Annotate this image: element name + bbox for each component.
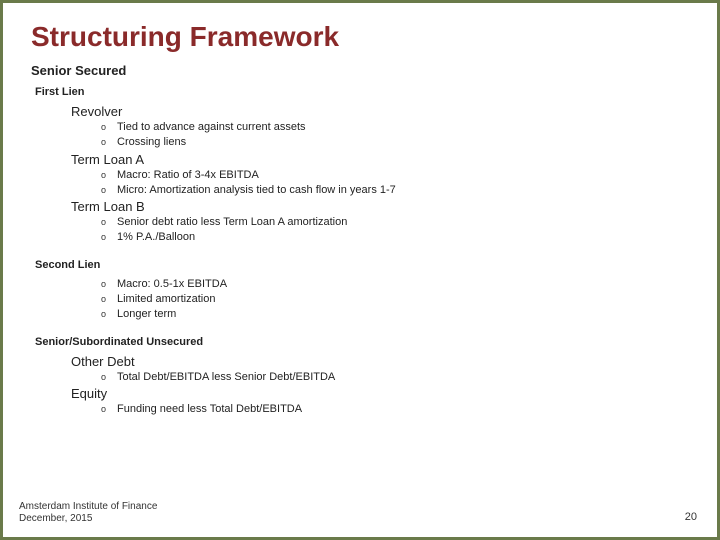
footer-org: Amsterdam Institute of Finance — [19, 501, 157, 513]
sub-bullet-icon: o — [101, 231, 117, 243]
sub-item-text: Funding need less Total Debt/EBITDA — [117, 402, 302, 417]
sub-list-item: oTied to advance against current assets — [101, 120, 689, 135]
sub-item-text: Macro: Ratio of 3-4x EBITDA — [117, 168, 259, 183]
sub-bullet-icon: o — [101, 371, 117, 383]
list-item: Other Debt — [57, 354, 689, 369]
section-subheading: First Lien — [35, 86, 689, 98]
sub-item-text: Senior debt ratio less Term Loan A amort… — [117, 215, 347, 230]
sub-item-text: Longer term — [117, 307, 176, 322]
item-label: Revolver — [71, 104, 122, 119]
sub-bullet-icon: o — [101, 121, 117, 133]
sub-bullet-icon: o — [101, 403, 117, 415]
sub-list-item: oMacro: Ratio of 3-4x EBITDA — [101, 168, 689, 183]
slide: Structuring Framework Senior Secured Firs… — [0, 0, 720, 540]
sub-item-text: Crossing liens — [117, 135, 186, 150]
sub-list-item: oFunding need less Total Debt/EBITDA — [101, 402, 689, 417]
sub-item-text: Total Debt/EBITDA less Senior Debt/EBITD… — [117, 370, 335, 385]
sub-item-text: Macro: 0.5-1x EBITDA — [117, 277, 227, 292]
sub-bullet-icon: o — [101, 184, 117, 196]
footer-date: December, 2015 — [19, 513, 157, 525]
section-subheading: Senior/Subordinated Unsecured — [35, 336, 689, 348]
sub-item-text: Micro: Amortization analysis tied to cas… — [117, 183, 396, 198]
items: oMacro: 0.5-1x EBITDAoLimited amortizati… — [57, 277, 689, 322]
items: Other DebtoTotal Debt/EBITDA less Senior… — [57, 354, 689, 418]
page-number: 20 — [685, 511, 697, 523]
sub-bullet-icon: o — [101, 216, 117, 228]
sub-list-item: oSenior debt ratio less Term Loan A amor… — [101, 215, 689, 230]
content-area: Senior SecuredFirst LienRevolveroTied to… — [31, 63, 689, 417]
sub-bullet-icon: o — [101, 308, 117, 320]
sub-bullet-icon: o — [101, 136, 117, 148]
sub-list-item: oTotal Debt/EBITDA less Senior Debt/EBIT… — [101, 370, 689, 385]
sub-items: oMacro: Ratio of 3-4x EBITDAoMicro: Amor… — [101, 168, 689, 198]
section-subheading: Second Lien — [35, 259, 689, 271]
sub-item-text: Limited amortization — [117, 292, 215, 307]
item-label: Equity — [71, 386, 107, 401]
footer-left: Amsterdam Institute of Finance December,… — [19, 501, 157, 525]
section-heading: Senior Secured — [31, 63, 689, 78]
list-item: Equity — [57, 386, 689, 401]
sub-item-text: Tied to advance against current assets — [117, 120, 306, 135]
sub-items: oMacro: 0.5-1x EBITDAoLimited amortizati… — [101, 277, 689, 322]
sub-list-item: oMicro: Amortization analysis tied to ca… — [101, 183, 689, 198]
sub-list-item: oMacro: 0.5-1x EBITDA — [101, 277, 689, 292]
slide-title: Structuring Framework — [31, 21, 689, 53]
section: Senior SecuredFirst LienRevolveroTied to… — [31, 63, 689, 245]
sub-items: oTotal Debt/EBITDA less Senior Debt/EBIT… — [101, 370, 689, 385]
items: RevolveroTied to advance against current… — [57, 104, 689, 245]
section: Senior/Subordinated UnsecuredOther Debto… — [31, 336, 689, 418]
list-item: Term Loan B — [57, 199, 689, 214]
sub-bullet-icon: o — [101, 293, 117, 305]
sub-list-item: oCrossing liens — [101, 135, 689, 150]
section: Second LienoMacro: 0.5-1x EBITDAoLimited… — [31, 259, 689, 322]
sub-list-item: oLimited amortization — [101, 292, 689, 307]
item-label: Other Debt — [71, 354, 135, 369]
item-label: Term Loan A — [71, 152, 144, 167]
list-item: Revolver — [57, 104, 689, 119]
sub-bullet-icon: o — [101, 278, 117, 290]
sub-items: oSenior debt ratio less Term Loan A amor… — [101, 215, 689, 245]
list-item: Term Loan A — [57, 152, 689, 167]
sub-items: oTied to advance against current assetso… — [101, 120, 689, 150]
sub-bullet-icon: o — [101, 169, 117, 181]
sub-list-item: oLonger term — [101, 307, 689, 322]
sub-list-item: o1% P.A./Balloon — [101, 230, 689, 245]
item-label: Term Loan B — [71, 199, 145, 214]
sub-items: oFunding need less Total Debt/EBITDA — [101, 402, 689, 417]
sub-item-text: 1% P.A./Balloon — [117, 230, 195, 245]
